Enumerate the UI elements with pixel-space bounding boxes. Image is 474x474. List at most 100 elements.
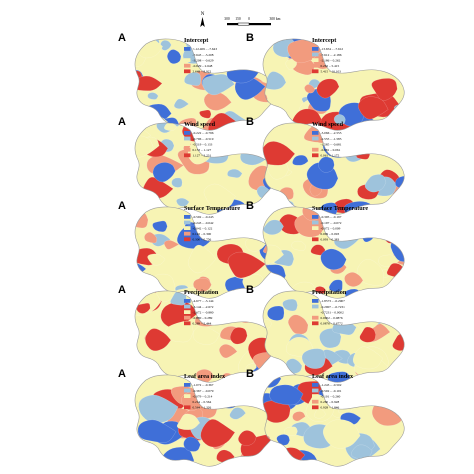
panel-letter: B: [246, 116, 254, 128]
legend-swatch: [312, 142, 319, 146]
legend-swatch: [184, 136, 191, 141]
legend-swatch: [184, 47, 191, 51]
panel-letter: B: [246, 284, 254, 296]
legend-swatch: [312, 405, 319, 410]
scale-bar: 300 150 0 300 km: [224, 17, 281, 26]
legend-label: -2.555 – -1.585: [321, 137, 342, 141]
map-title: Wind speed: [184, 121, 216, 128]
legend-label: -0.072 – 0.009: [321, 226, 341, 230]
legend-swatch: [184, 58, 191, 62]
legend-swatch: [312, 47, 319, 51]
legend-label: 1.127 – 3.231: [193, 154, 212, 158]
legend-swatch: [184, 405, 191, 410]
legend-swatch: [312, 388, 319, 393]
legend-label: -0.519 – 0.133: [193, 142, 213, 146]
map-legend: Wind speed -3.066 – -2.555 -2.555 – -1.585…: [312, 121, 344, 158]
legend-swatch: [184, 142, 191, 146]
panel-letter: A: [118, 116, 126, 128]
legend-label: -0.243 – -0.042: [193, 221, 214, 225]
legend-swatch: [312, 383, 319, 387]
legend-swatch: [312, 399, 319, 404]
legend-label: -0.681 – 0.061: [321, 148, 341, 152]
legend-swatch: [312, 215, 319, 219]
legend-swatch: [312, 321, 319, 326]
legend-label: -2.186 – 0.262: [321, 58, 341, 62]
legend-swatch: [312, 153, 319, 158]
legend-label: -0.197 – -0.072: [321, 221, 342, 225]
legend-label: 0.093 – 0.383: [321, 238, 340, 242]
legend-swatch: [312, 231, 319, 236]
map-legend: Surface Temperature -0.592 – -0.243 -0.243…: [184, 205, 240, 242]
legend-label: 0.0876 – 0.6772: [321, 322, 343, 326]
legend-swatch: [312, 58, 319, 62]
map-title: Wind speed: [312, 121, 344, 128]
legend-label: -3.208 – -0.629: [193, 58, 214, 62]
legend-label: -3.144 – -2.672: [193, 305, 214, 309]
map-title: Precipitation: [312, 289, 347, 296]
map-title: Surface Temperature: [312, 205, 368, 212]
legend-label: -0.101 – 0.260: [321, 394, 341, 398]
legend-label: -0.796 – -0.519: [193, 137, 214, 141]
map-legend: Precipitation -1.8573 – -0.2907 -0.2907 – …: [312, 289, 347, 326]
panel-letter: A: [118, 368, 126, 380]
map-title: Precipitation: [184, 289, 219, 296]
legend-label: 0.122 – 0.300: [193, 232, 212, 236]
legend-label: -0.7231 – 0.0002: [321, 310, 344, 314]
map-legend: Intercept <-12.409 – -7.643 -7.643 – -3.20…: [184, 37, 217, 74]
legend-swatch: [184, 315, 191, 320]
legend-swatch: [184, 131, 191, 135]
panel-letter: B: [246, 32, 254, 44]
legend-label: 0.260 – 0.928: [321, 400, 340, 404]
legend-label: -1.243 – -0.502: [321, 383, 342, 387]
legend-label: -2.672 – -0.880: [193, 310, 214, 314]
legend-label: -0.042 – 0.122: [193, 226, 213, 230]
legend-swatch: [312, 304, 319, 309]
legend-label: -1.8573 – -0.2907: [321, 299, 346, 303]
scale-label-3: 0: [248, 17, 250, 21]
legend-swatch: [184, 52, 191, 57]
legend-label: -13.654 – -7.612: [321, 47, 344, 51]
legend-label: 0.0002 – 0.0876: [321, 316, 343, 320]
panel-letter: B: [246, 200, 254, 212]
legend-label: -0.367 – -0.079: [193, 389, 214, 393]
legend-label: -0.629 – 2.648: [193, 64, 213, 68]
legend-label: 0.262 – 5.415: [321, 64, 340, 68]
legend-label: -0.592 – -0.243: [193, 215, 214, 219]
map-legend: Surface Temperature -0.395 – -0.197 -0.197…: [312, 205, 368, 242]
legend-label: -0.079 – 0.214: [193, 394, 213, 398]
legend-label: -1.585 – -0.681: [321, 142, 342, 146]
legend-swatch: [184, 299, 191, 303]
legend-swatch: [184, 69, 191, 74]
legend-swatch: [184, 231, 191, 236]
panel-letter: A: [118, 200, 126, 212]
legend-swatch: [184, 304, 191, 309]
map-legend: Precipitation -4.677 – -3.144 -3.144 – -2.…: [184, 289, 219, 326]
legend-swatch: [312, 63, 319, 68]
legend-swatch: [184, 226, 191, 230]
map-grid: A Intercept <-12.409 – -7.643 -7.643 – -3.2…: [118, 32, 405, 467]
legend-swatch: [312, 52, 319, 57]
legend-swatch: [184, 310, 191, 314]
legend-swatch: [184, 215, 191, 219]
legend-swatch: [312, 237, 319, 242]
legend-swatch: [184, 63, 191, 68]
map-legend: Leaf area index -1.072 – -0.367 -0.367 – -…: [184, 373, 226, 410]
panel-letter: B: [246, 368, 254, 380]
legend-label: <-12.409 – -7.643: [193, 47, 218, 51]
panel-letter: A: [118, 32, 126, 44]
map-panel: B Leaf area index -1.243 – -0.502 -0.502 – …: [246, 368, 405, 467]
scale-label-2: 150: [235, 17, 241, 21]
scale-label-4: 300 km: [270, 17, 281, 21]
legend-label: 0.564 – 1.326: [193, 406, 212, 410]
legend-label: -0.880 – 0.289: [193, 316, 213, 320]
legend-label: -0.222 – -0.796: [193, 131, 214, 135]
map-legend: Leaf area index -1.243 – -0.502 -0.502 – -…: [312, 373, 354, 410]
map-legend: Intercept -13.654 – -7.612 -7.612 – -2.186…: [312, 37, 343, 74]
map-legend: Wind speed -0.222 – -0.796 -0.796 – -0.519…: [184, 121, 216, 158]
map-title: Intercept: [312, 37, 337, 44]
legend-swatch: [184, 383, 191, 387]
legend-swatch: [312, 69, 319, 74]
legend-swatch: [184, 237, 191, 242]
legend-swatch: [312, 394, 319, 398]
